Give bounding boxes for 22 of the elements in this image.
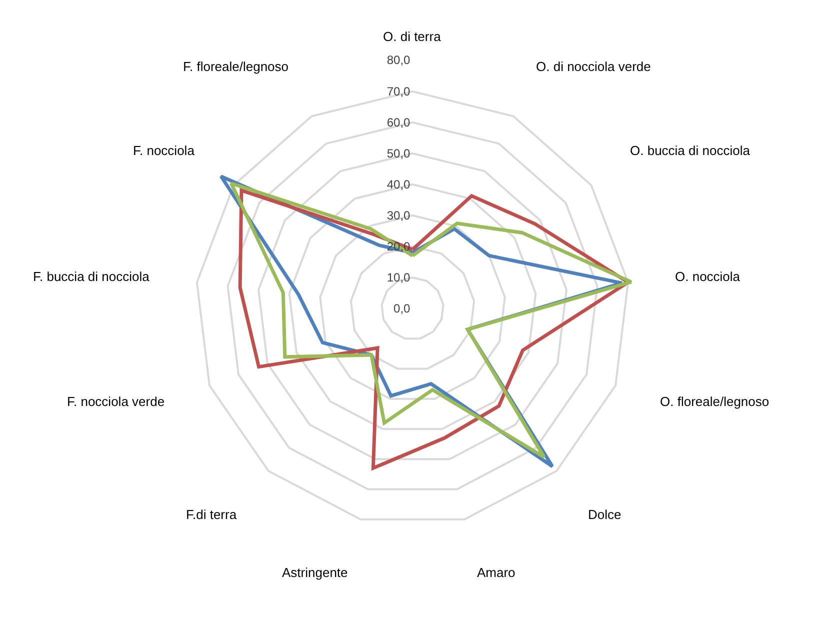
spoke-label: Amaro <box>477 565 516 580</box>
spoke-label: F. floreale/legnoso <box>183 59 289 74</box>
spoke-label: O. nocciola <box>675 269 741 284</box>
spoke-label: F. buccia di nocciola <box>33 269 150 284</box>
y-tick-label: 20,0 <box>386 239 411 254</box>
y-tick-label: 40,0 <box>386 177 411 192</box>
spoke-label: O. di terra <box>383 29 442 44</box>
spoke-label: O. floreale/legnoso <box>660 394 770 409</box>
spoke-label: Astringente <box>282 565 348 580</box>
spoke-label: F. nocciola verde <box>67 394 165 409</box>
y-tick-label: 50,0 <box>386 146 411 160</box>
spoke-label: O. buccia di nocciola <box>630 143 751 158</box>
spoke-label: F.di terra <box>186 507 238 522</box>
y-tick-label: 60,0 <box>386 115 411 130</box>
spoke-label: O. di nocciola verde <box>536 59 651 74</box>
y-tick-label: 0,0 <box>394 301 411 316</box>
spoke-label: Dolce <box>588 507 622 522</box>
y-tick-label: 80,0 <box>386 53 411 68</box>
y-tick-label: 30,0 <box>386 208 411 222</box>
spoke-label: F. nocciola <box>133 143 196 158</box>
y-tick-label: 10,0 <box>386 270 411 284</box>
y-tick-label: 70,0 <box>386 84 411 98</box>
